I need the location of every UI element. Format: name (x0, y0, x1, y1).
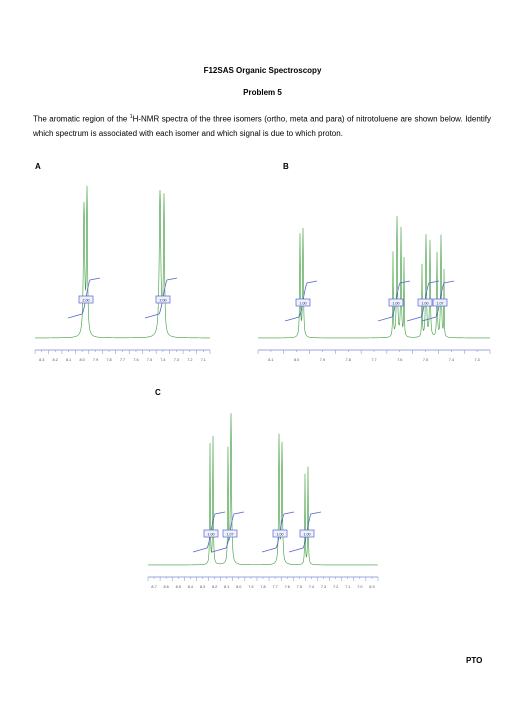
integral-box (222, 529, 238, 538)
axis-label: 8.4 (188, 585, 193, 589)
axis-label: 7.3 (474, 358, 479, 362)
axis-label: 7.5 (423, 358, 428, 362)
axis-label: 7.1 (345, 585, 350, 589)
axis-label: 7.8 (346, 358, 351, 362)
axis-label: 8.1 (268, 358, 273, 362)
integral-label: 1.00 (304, 532, 311, 536)
integral-label: 1.00 (422, 301, 429, 305)
axis-label: 7.9 (248, 585, 253, 589)
axis-label: 7.8 (260, 585, 265, 589)
spectrum-trace (258, 216, 490, 339)
question-text: The aromatic region of the (33, 114, 130, 124)
axis-label: 8.0 (294, 358, 299, 362)
spectrum-trace (148, 413, 378, 566)
axis-label: 7.7 (371, 358, 376, 362)
axis-label: 7.9 (320, 358, 325, 362)
spectrum-label: B (283, 162, 289, 171)
integral-label: 2.00 (83, 298, 90, 302)
axis-label: 7.9 (93, 358, 98, 362)
axis-label: 7.4 (309, 585, 314, 589)
axis-label: 7.6 (285, 585, 290, 589)
axis-label: 8.0 (236, 585, 241, 589)
integral-label: 1.00 (208, 532, 215, 536)
axis-label: 7.7 (272, 585, 277, 589)
axis-label: 8.3 (200, 585, 205, 589)
integral-box (295, 298, 311, 307)
axis-label: 7.1 (201, 358, 206, 362)
integral-label: 1.00 (300, 301, 307, 305)
integral-box (388, 298, 404, 307)
integral-label: 1.00 (393, 301, 400, 305)
axis-label: 8.6 (164, 585, 169, 589)
axis-label: 6.9 (369, 585, 374, 589)
integral-label: 2.00 (160, 298, 167, 302)
axis-label: 7.5 (147, 358, 152, 362)
axis-label: 7.4 (160, 358, 165, 362)
axis-label: 7.7 (120, 358, 125, 362)
axis-label: 8.5 (176, 585, 181, 589)
axis-label: 7.8 (106, 358, 111, 362)
footer: PTO (466, 656, 483, 665)
integral-label: 1.07 (437, 301, 444, 305)
integral-label: 1.07 (227, 532, 234, 536)
integral-box (272, 529, 288, 538)
question: The aromatic region of the 1H-NMR spectr… (33, 110, 491, 142)
axis-label: 7.6 (133, 358, 138, 362)
problem: Problem 5 (243, 88, 282, 97)
axis-label: 7.0 (357, 585, 362, 589)
integral-box (155, 295, 171, 304)
axis-label: 7.2 (187, 358, 192, 362)
axis-label: 8.0 (79, 358, 84, 362)
axis-label: 8.2 (53, 358, 58, 362)
integral-box (432, 298, 448, 307)
axis-label: 7.2 (333, 585, 338, 589)
axis-label: 7.5 (297, 585, 302, 589)
superscript: 1 (129, 114, 133, 120)
spectrum-trace (35, 185, 210, 339)
axis-label: 8.3 (39, 358, 44, 362)
question-text: H-NMR spectra of the three isomers (orth… (33, 114, 491, 139)
integral-box (299, 529, 315, 538)
axis-label: 7.3 (321, 585, 326, 589)
title: F12SAS Organic Spectroscopy (203, 66, 322, 75)
integral-box (203, 529, 219, 538)
axis-label: 8.1 (224, 585, 229, 589)
spectrum-label: C (155, 388, 161, 397)
integral-box (417, 298, 433, 307)
axis-label: 7.4 (449, 358, 454, 362)
axis-label: 8.2 (212, 585, 217, 589)
axis-label: 8.7 (151, 585, 156, 589)
integral-box (78, 295, 94, 304)
axis-label: 7.3 (174, 358, 179, 362)
spectrum-label: A (35, 162, 41, 171)
axis-label: 7.6 (397, 358, 402, 362)
integral-label: 1.00 (277, 532, 284, 536)
axis-label: 8.1 (66, 358, 71, 362)
